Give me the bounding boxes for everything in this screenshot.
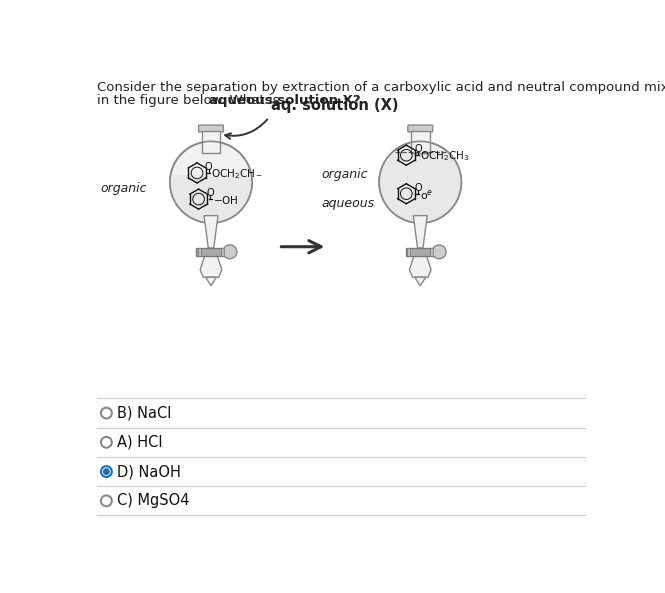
Polygon shape [379, 152, 462, 247]
Circle shape [101, 437, 112, 448]
Text: OCH$_2$CH$_-$: OCH$_2$CH$_-$ [211, 167, 263, 181]
Bar [411, 131, 430, 153]
Circle shape [101, 407, 112, 419]
Text: B) NaCl: B) NaCl [117, 406, 172, 420]
Text: D) NaOH: D) NaOH [117, 464, 181, 479]
Polygon shape [413, 216, 427, 248]
Bar [198, 248, 201, 256]
Polygon shape [415, 277, 426, 286]
Text: O: O [206, 188, 214, 198]
Polygon shape [170, 223, 252, 225]
Text: $-$OH: $-$OH [213, 194, 238, 206]
Polygon shape [410, 256, 431, 277]
Circle shape [103, 468, 110, 475]
Text: O: O [414, 183, 422, 193]
Text: Consider the separation by extraction of a carboxylic acid and neutral compound : Consider the separation by extraction of… [97, 81, 665, 94]
Circle shape [101, 466, 112, 477]
Bar [407, 248, 410, 256]
Text: organic: organic [100, 182, 147, 195]
Polygon shape [205, 277, 216, 286]
Bar [201, 131, 220, 153]
Text: in the figure below. What is: in the figure below. What is [97, 94, 284, 107]
Bar [406, 248, 435, 256]
Circle shape [223, 245, 237, 259]
Polygon shape [170, 175, 252, 225]
Text: OCH$_2$CH$_3$: OCH$_2$CH$_3$ [420, 149, 469, 163]
Bar [430, 248, 434, 256]
Text: organic: organic [322, 168, 368, 181]
Text: o$^e$: o$^e$ [420, 188, 434, 202]
Polygon shape [204, 216, 218, 248]
Text: aq. solution (X): aq. solution (X) [271, 98, 399, 113]
Polygon shape [379, 223, 462, 247]
Circle shape [432, 245, 446, 259]
Circle shape [101, 495, 112, 506]
Text: A) HCl: A) HCl [117, 435, 163, 450]
Text: C) MgSO4: C) MgSO4 [117, 493, 190, 508]
Bar [196, 248, 225, 256]
Text: aqueous: aqueous [322, 197, 375, 211]
Text: O: O [414, 144, 422, 154]
FancyBboxPatch shape [408, 125, 433, 132]
Circle shape [170, 141, 252, 223]
FancyBboxPatch shape [199, 125, 223, 132]
Bar [221, 248, 224, 256]
Circle shape [379, 141, 462, 223]
Text: O: O [205, 162, 213, 172]
Text: aqueous solution X?: aqueous solution X? [209, 94, 360, 107]
Polygon shape [200, 256, 222, 277]
